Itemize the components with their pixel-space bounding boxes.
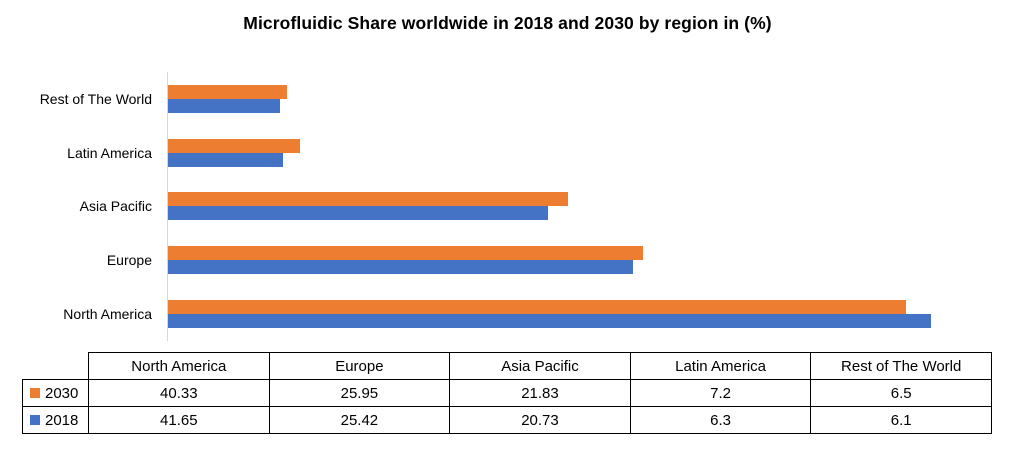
bars-area (167, 72, 992, 126)
bar-2030-latin-america (168, 138, 300, 153)
table-value-cell-2018-north-america: 41.65 (88, 406, 270, 434)
bars-area (167, 179, 992, 234)
category-row: North America (0, 287, 992, 341)
bar-2030-asia-pacific (168, 192, 568, 207)
legend-label-2018: 2018 (45, 411, 79, 429)
table-row-label: 2030 (22, 379, 89, 407)
bar-2018-asia-pacific (168, 206, 548, 221)
table-value-cell-2030-north-america: 40.33 (88, 379, 270, 407)
bar-2018-latin-america (168, 152, 284, 167)
table-header-cell: Latin America (629, 352, 812, 380)
bar-2018-europe (168, 260, 634, 275)
table-value-cell-2030-latin-america: 7.2 (629, 379, 812, 407)
table-value-cell-2018-latin-america: 6.3 (629, 406, 812, 434)
category-row: Asia Pacific (0, 179, 992, 234)
table-value-cell-2030-rest-of-the-world: 6.5 (810, 379, 992, 407)
table-value-cell-2018-europe: 25.42 (268, 406, 451, 434)
category-label: Latin America (67, 144, 152, 161)
category-label: Asia Pacific (79, 198, 152, 215)
table-header-cell: Rest of The World (810, 352, 992, 380)
category-row: Latin America (0, 125, 992, 180)
bars-area (167, 125, 992, 180)
data-table: North America Europe Asia Pacific Latin Ame… (22, 352, 992, 434)
table-value-cell-2018-asia-pacific: 20.73 (449, 406, 631, 434)
category-row: Europe (0, 233, 992, 288)
table-row-label: 2018 (22, 406, 89, 434)
table-header-cell: Asia Pacific (449, 352, 631, 380)
table-value-cell-2030-asia-pacific: 21.83 (449, 379, 631, 407)
legend-swatch-2018 (30, 415, 40, 425)
chart-title: Microfluidic Share worldwide in 2018 and… (243, 13, 772, 33)
table-header-cell: Europe (268, 352, 451, 380)
bar-2030-rest-of-the-world (168, 84, 288, 99)
legend-label-2030: 2030 (45, 384, 79, 402)
table-value-cell-2018-rest-of-the-world: 6.1 (810, 406, 992, 434)
table-value-cell-2030-europe: 25.95 (268, 379, 451, 407)
table-corner-cell (23, 353, 89, 380)
table-row-2030: 2030 40.33 25.95 21.83 7.2 6.5 (22, 379, 992, 407)
category-label: Europe (106, 252, 152, 269)
bars-area (167, 287, 992, 341)
table-header-cell: North America (88, 352, 270, 380)
legend-swatch-2030 (30, 388, 40, 398)
category-row: Rest of The World (0, 72, 992, 126)
bar-2018-north-america (168, 314, 931, 329)
bar-2030-europe (168, 246, 644, 261)
bar-2018-rest-of-the-world (168, 98, 280, 113)
category-label: Rest of The World (39, 90, 152, 107)
table-row-2018: 2018 41.65 25.42 20.73 6.3 6.1 (22, 406, 992, 434)
category-label: North America (63, 306, 152, 323)
plot-area: Rest of The World Latin America Asia Pacif… (0, 72, 992, 341)
bar-2030-north-america (168, 300, 907, 315)
bars-area (167, 233, 992, 288)
